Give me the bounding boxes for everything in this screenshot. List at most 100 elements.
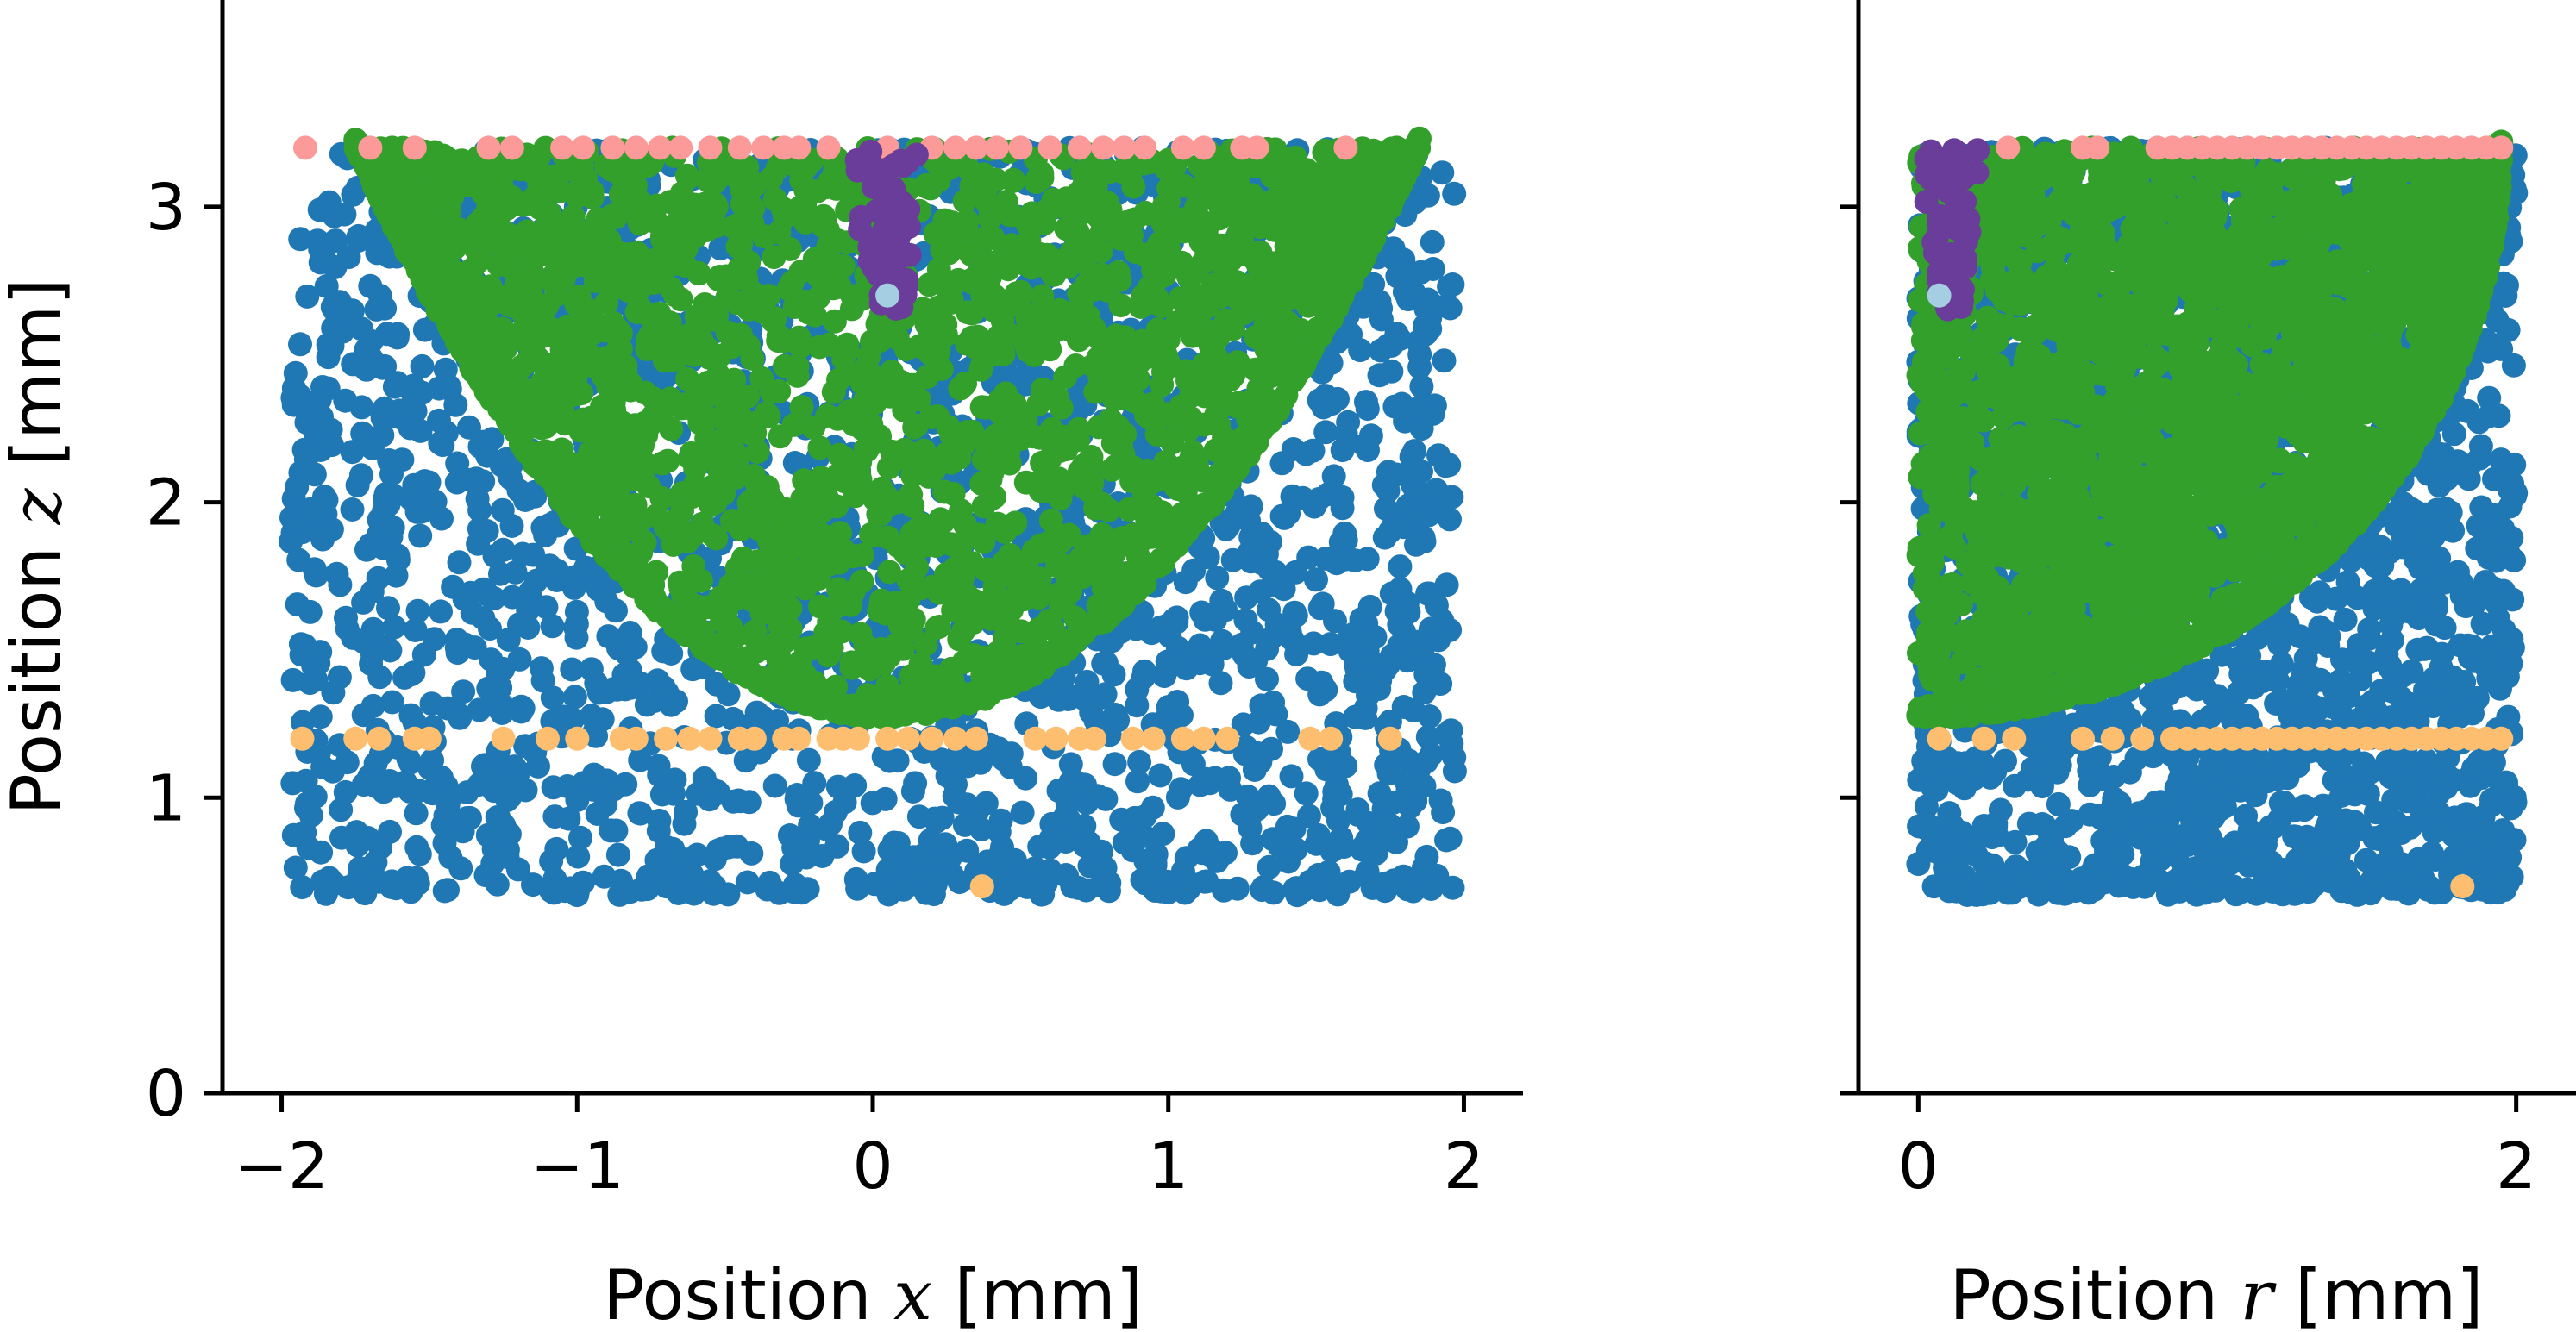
scatter-point: [624, 241, 649, 266]
scatter-point: [542, 804, 567, 829]
scatter-point: [653, 515, 678, 540]
scatter-point: [1294, 781, 1319, 806]
scatter-point: [345, 833, 370, 858]
scatter-point: [597, 443, 622, 468]
scatter-point: [1063, 353, 1088, 378]
scatter-point: [1391, 695, 1416, 719]
scatter-point: [281, 822, 306, 847]
scatter-point: [490, 497, 515, 522]
scatter-point: [346, 228, 371, 253]
scatter-point: [1089, 262, 1114, 287]
scatter-point: [1124, 390, 1149, 415]
scatter-point: [888, 369, 913, 394]
scatter-point: [1121, 174, 1146, 199]
scatter-point: [644, 847, 669, 872]
scatter-point: [873, 786, 898, 811]
scatter-point: [1363, 826, 1388, 851]
scatter-point: [716, 835, 741, 860]
scatter-point: [391, 406, 416, 431]
scatter-point: [1269, 451, 1294, 476]
scatter-point: [715, 266, 740, 291]
scatter-point: [1007, 291, 1032, 316]
scatter-point: [1102, 752, 1127, 777]
scatter-point: [1148, 763, 1173, 788]
scatter-point: [380, 453, 404, 478]
scatter-point: [596, 624, 621, 649]
scatter-point: [1381, 790, 1406, 815]
scatter-point: [359, 346, 384, 371]
scatter-point: [1037, 337, 1062, 362]
scatter-point: [288, 227, 313, 252]
scatter-point: [624, 173, 648, 198]
scatter-point: [1026, 391, 1051, 416]
scatter-point: [419, 691, 444, 716]
scatter-point: [1082, 228, 1107, 253]
scatter-point: [617, 621, 642, 645]
scatter-point: [1091, 685, 1116, 710]
scatter-point: [1388, 554, 1413, 579]
scatter-point: [669, 481, 694, 506]
scatter-point: [1106, 414, 1131, 439]
scatter-point: [404, 835, 429, 860]
scatter-point: [993, 625, 1018, 650]
scatter-point: [851, 839, 876, 864]
scatter-point: [384, 876, 409, 901]
scatter-point: [646, 754, 671, 779]
scatter-point: [801, 415, 826, 440]
scatter-point: [704, 704, 729, 729]
scatter-point: [1267, 299, 1292, 323]
scatter-point: [1415, 581, 1440, 606]
scatter-point: [908, 576, 933, 601]
scatter-point: [859, 412, 884, 437]
scatter-point: [913, 880, 938, 905]
scatter-point: [983, 167, 1008, 192]
scatter-point: [1085, 784, 1110, 809]
scatter-point: [903, 771, 928, 796]
scatter-point: [947, 445, 972, 470]
scatter-point: [1276, 849, 1301, 874]
scatter-point: [555, 341, 580, 366]
scatter-point: [902, 415, 927, 440]
scatter-point: [1049, 395, 1074, 420]
scatter-point: [754, 401, 779, 426]
scatter-point: [1205, 566, 1230, 591]
scatter-point: [706, 780, 731, 805]
scatter-point: [1275, 719, 1301, 744]
scatter-point: [1165, 690, 1190, 714]
scatter-point: [1336, 410, 1361, 435]
scatter-point: [467, 434, 492, 459]
scatter-point: [430, 433, 455, 458]
scatter-point: [1037, 609, 1062, 633]
scatter-point: [774, 552, 799, 577]
scatter-point: [320, 433, 344, 458]
scatter-point: [880, 439, 905, 464]
scatter-point: [1029, 882, 1054, 907]
scatter-point: [1396, 262, 1421, 287]
scatter-point: [1212, 878, 1236, 903]
scatter-point: [530, 241, 555, 266]
scatter-point: [716, 682, 741, 707]
scatter-point: [1257, 597, 1282, 622]
scatter-point: [854, 385, 879, 410]
scatter-point: [1109, 807, 1134, 832]
scatter-point: [1112, 830, 1137, 855]
scatter-point: [1125, 769, 1150, 794]
scatter-point: [933, 312, 958, 337]
scatter-point: [1345, 185, 1370, 209]
scatter-point: [581, 762, 606, 787]
scatter-point: [491, 537, 516, 562]
scatter-point: [1432, 348, 1457, 373]
scatter-point: [694, 218, 719, 242]
scatter-point: [993, 520, 1018, 544]
scatter-point: [671, 396, 696, 421]
scatter-point: [826, 577, 851, 602]
scatter-point: [1405, 457, 1430, 482]
scatter-point: [541, 775, 566, 800]
scatter-point: [740, 347, 765, 371]
scatter-point: [1127, 749, 1152, 774]
scatter-point: [534, 595, 559, 620]
scatter-point: [997, 203, 1022, 228]
scatter-point: [798, 813, 823, 838]
scatter-point: [1076, 830, 1101, 855]
scatter-point: [366, 566, 391, 591]
